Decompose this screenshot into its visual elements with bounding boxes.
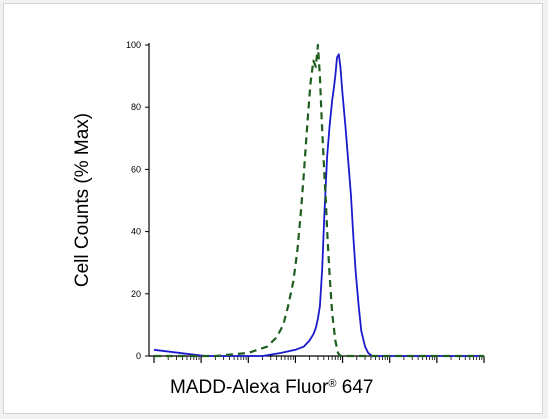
y-tick-label: 60 bbox=[131, 164, 141, 174]
y-tick-label: 100 bbox=[126, 40, 141, 50]
series-layer bbox=[153, 43, 484, 358]
y-tick-label: 80 bbox=[131, 102, 141, 112]
x-axis-title: MADD-Alexa Fluor® 647 bbox=[170, 377, 373, 398]
histogram-chart: 0 20 40 60 80 100 Cell Counts (% Max) MADD-Al… bbox=[72, 40, 485, 398]
series-line-solid bbox=[153, 53, 484, 357]
y-ticks: 0 20 40 60 80 100 bbox=[126, 40, 149, 361]
y-tick-label: 20 bbox=[131, 289, 141, 299]
y-tick-label: 0 bbox=[136, 351, 141, 361]
y-axis-title: Cell Counts (% Max) bbox=[72, 113, 93, 287]
plot-area: 0 20 40 60 80 100 bbox=[126, 40, 485, 363]
chart-panel: 0 20 40 60 80 100 Cell Counts (% Max) MADD-Al… bbox=[3, 3, 543, 414]
series-line-dashed bbox=[154, 43, 484, 358]
y-tick-label: 40 bbox=[131, 227, 141, 237]
x-axis-title-registered-mark: ® bbox=[328, 378, 336, 390]
x-axis-title-suffix: 647 bbox=[336, 377, 373, 398]
x-axis-title-main: MADD-Alexa Fluor bbox=[170, 377, 329, 398]
